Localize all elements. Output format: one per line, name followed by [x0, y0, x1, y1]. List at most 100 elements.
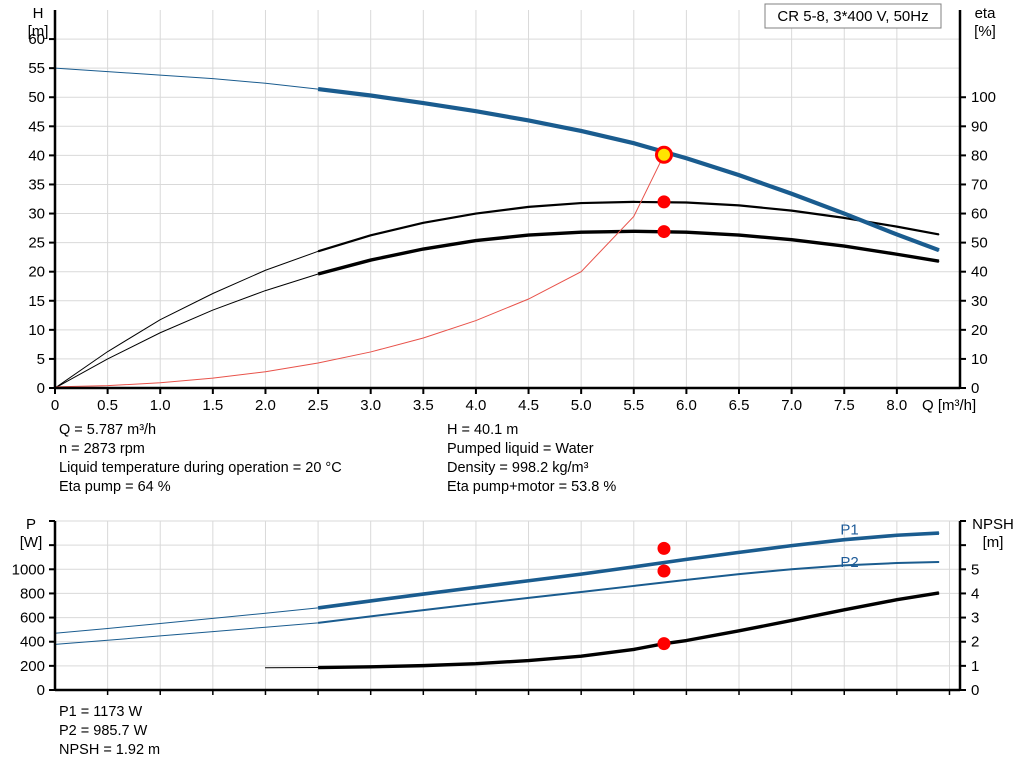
info-left-line: Eta pump = 64 % [59, 479, 171, 495]
p2-curve-thin [54, 561, 940, 645]
top-x-tick-label: 8.0 [886, 397, 907, 414]
top-x-tick-label: 2.5 [308, 397, 329, 414]
npsh-curve [318, 591, 940, 670]
top-x-tick-label: 3.0 [360, 397, 381, 414]
top-x-axis-title: Q [m³/h] [922, 397, 976, 414]
top-y-left-axis-unit: [m] [28, 23, 49, 40]
top-chart-group: 0 5 10 15 20 25 30 35 40 45 50 55 60 0 10 20 30 40 50 60 70 8… [28, 3, 997, 414]
top-duty-markers [654, 145, 673, 239]
top-left-tick-label: 55 [28, 60, 45, 77]
title-box [764, 3, 942, 29]
npsh-duty-marker [657, 637, 671, 651]
eta-pump-curve-thin [54, 201, 940, 389]
p1-duty-marker [657, 541, 671, 555]
top-right-tick-label: 80 [971, 147, 988, 164]
info-left-line: Liquid temperature during operation = 20… [59, 460, 342, 476]
top-right-tick-label: 90 [971, 118, 988, 135]
p2-duty-marker [657, 564, 671, 578]
npsh-curve-thin [264, 592, 940, 669]
curve-label: P2 [840, 554, 858, 571]
top-y-right-axis-title: eta [975, 5, 997, 22]
p1-curve [317, 531, 940, 610]
top-x-tick-label: 6.0 [676, 397, 697, 414]
info-right-line: Density = 998.2 kg/m³ [447, 460, 589, 476]
bottom-axes: 0 200 400 600 800 1000 0 1 2 3 4 5 [12, 520, 979, 699]
info-right-line: Eta pump+motor = 53.8 % [447, 479, 616, 495]
bottom-curves [54, 531, 940, 670]
bottom-left-tick-label: 0 [37, 682, 45, 699]
bottom-y-right-axis-title: NPSH [972, 516, 1014, 533]
top-left-tick-label: 10 [28, 322, 45, 339]
top-right-tick-label: 60 [971, 206, 988, 223]
top-x-tick-label: 3.5 [413, 397, 434, 414]
bottom-gridlines [55, 520, 960, 690]
top-x-tick-label: 4.5 [518, 397, 539, 414]
top-right-tick-label: 0 [971, 380, 979, 397]
bottom-duty-markers [657, 541, 671, 651]
info-block-bottom: P1 = 1173 W P2 = 985.7 W NPSH = 1.92 m [59, 704, 160, 758]
top-left-tick-label: 5 [37, 351, 45, 368]
info-bottom-line: P1 = 1173 W [59, 704, 142, 720]
bottom-right-tick-label: 2 [971, 634, 979, 651]
top-right-tick-label: 30 [971, 293, 988, 310]
bottom-right-tick-label: 5 [971, 561, 979, 578]
top-curves [54, 67, 940, 389]
bottom-left-tick-label: 1000 [12, 561, 45, 578]
info-bottom-line: NPSH = 1.92 m [59, 742, 160, 758]
top-axes: 0 5 10 15 20 25 30 35 40 45 50 55 60 0 10 20 30 40 50 60 70 8… [28, 10, 996, 414]
top-x-tick-label: 0 [51, 397, 59, 414]
head-curve-thin [54, 67, 940, 251]
top-left-tick-label: 20 [28, 264, 45, 281]
top-left-tick-label: 30 [28, 206, 45, 223]
bottom-right-tick-label: 4 [971, 585, 979, 602]
top-x-tick-label: 1.0 [150, 397, 171, 414]
top-left-tick-label: 40 [28, 147, 45, 164]
bottom-y-left-axis-unit: [W] [20, 534, 43, 551]
bottom-y-left-axis-title: P [26, 516, 36, 533]
info-block-top: Q = 5.787 m³/h n = 2873 rpm Liquid tempera… [59, 422, 616, 495]
top-x-tick-label: 0.5 [97, 397, 118, 414]
top-left-tick-label: 25 [28, 235, 45, 252]
p2-curve [317, 561, 939, 624]
bottom-left-tick-label: 400 [20, 634, 45, 651]
top-right-tick-label: 100 [971, 89, 996, 106]
info-left-line: Q = 5.787 m³/h [59, 422, 156, 438]
chart-title: CR 5-8, 3*400 V, 50Hz [777, 8, 928, 25]
top-x-tick-label: 1.5 [202, 397, 223, 414]
curve-label: P1 [840, 521, 858, 538]
top-right-tick-label: 10 [971, 351, 988, 368]
top-left-tick-label: 15 [28, 293, 45, 310]
eta-pump-motor-curve [317, 229, 940, 276]
top-left-tick-label: 45 [28, 118, 45, 135]
top-x-tick-label: 6.5 [729, 397, 750, 414]
top-left-tick-label: 60 [28, 31, 45, 48]
info-bottom-line: P2 = 985.7 W [59, 723, 148, 739]
system-red-curve [54, 154, 665, 388]
top-x-tick-label: 7.0 [781, 397, 802, 414]
top-right-tick-label: 40 [971, 264, 988, 281]
eta-pump-curve [317, 200, 940, 253]
eta-pump-motor-curve-thin [54, 230, 940, 389]
bottom-left-tick-label: 800 [20, 585, 45, 602]
info-right-line: H = 40.1 m [447, 422, 518, 438]
top-left-tick-label: 35 [28, 176, 45, 193]
top-right-tick-label: 50 [971, 235, 988, 252]
eta-pump-duty-marker [657, 195, 671, 209]
top-left-tick-label: 0 [37, 380, 45, 397]
bottom-right-tick-label: 0 [971, 682, 979, 699]
top-x-tick-label: 4.0 [466, 397, 487, 414]
top-right-tick-label: 20 [971, 322, 988, 339]
bottom-right-tick-label: 1 [971, 658, 979, 675]
head-curve [317, 87, 940, 253]
info-right-line: Pumped liquid = Water [447, 441, 594, 457]
top-x-tick-label: 5.0 [571, 397, 592, 414]
top-right-tick-label: 70 [971, 176, 988, 193]
top-left-tick-label: 50 [28, 89, 45, 106]
bottom-chart-group: P1 P2 0 200 400 600 800 1000 0 1 2 3 4 5 P[W] NPSH[m] [12, 516, 1014, 699]
bottom-right-tick-label: 3 [971, 610, 979, 627]
bottom-left-tick-label: 200 [20, 658, 45, 675]
info-left-line: n = 2873 rpm [59, 441, 145, 457]
eta-pump-motor-duty-marker [657, 225, 671, 239]
